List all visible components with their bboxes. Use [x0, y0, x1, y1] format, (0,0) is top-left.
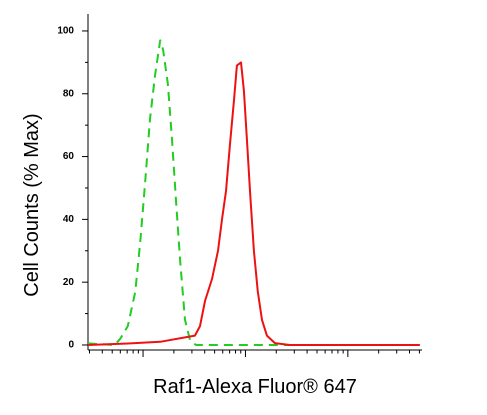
y-tick-label: 100	[57, 26, 74, 37]
y-axis-label: Cell Counts (% Max)	[21, 113, 43, 296]
y-tick-label: 80	[63, 88, 75, 99]
y-tick-label: 0	[68, 340, 74, 351]
histogram-line	[87, 39, 420, 346]
y-tick-label: 20	[63, 277, 75, 288]
histogram-line	[87, 61, 420, 346]
y-tick-label: 40	[63, 214, 75, 225]
x-axis-label: Raf1-Alexa Fluor® 647	[153, 376, 357, 398]
y-tick-label: 60	[63, 151, 75, 162]
